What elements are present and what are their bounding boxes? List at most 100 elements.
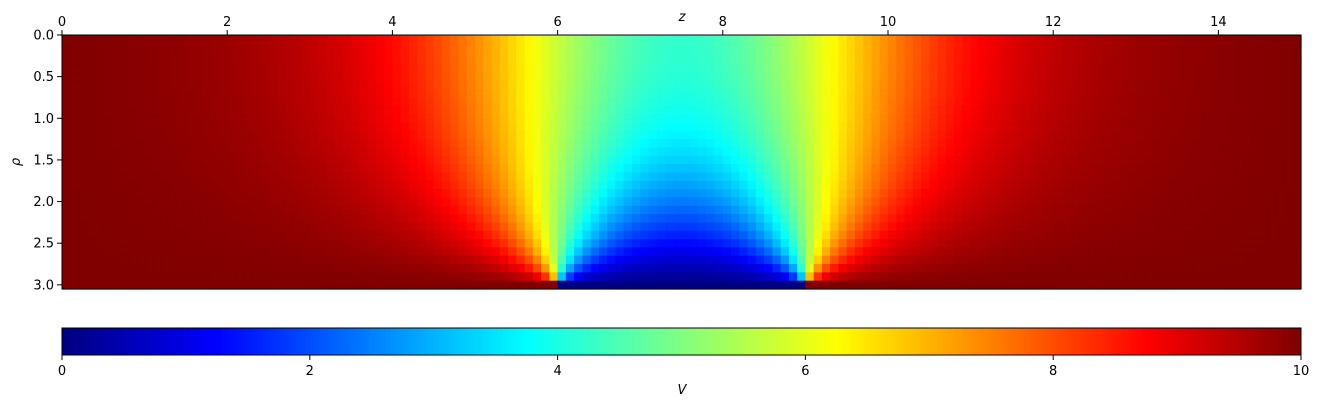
heatmap-cell bbox=[417, 55, 427, 65]
heatmap-cell bbox=[326, 247, 336, 257]
heatmap-cell bbox=[475, 47, 484, 57]
heatmap-cell bbox=[392, 39, 402, 49]
heatmap-cell bbox=[739, 214, 749, 223]
heatmap-cell bbox=[1210, 214, 1219, 223]
heatmap-cell bbox=[86, 239, 96, 248]
heatmap-cell bbox=[549, 230, 559, 240]
heatmap-cell bbox=[904, 47, 914, 57]
heatmap-cell bbox=[921, 272, 930, 282]
heatmap-cell bbox=[1276, 272, 1286, 282]
heatmap-cell bbox=[821, 80, 831, 90]
heatmap-cell bbox=[747, 189, 757, 198]
heatmap-cell bbox=[78, 130, 88, 140]
heatmap-cell bbox=[813, 47, 823, 57]
heatmap-cell bbox=[62, 230, 71, 240]
heatmap-cell bbox=[755, 214, 765, 223]
heatmap-cell bbox=[318, 272, 327, 282]
heatmap-cell bbox=[747, 264, 757, 273]
heatmap-cell bbox=[821, 105, 831, 115]
heatmap-cell bbox=[1210, 147, 1219, 157]
heatmap-cell bbox=[1069, 230, 1079, 240]
heatmap-cell bbox=[714, 97, 724, 107]
heatmap-cell bbox=[780, 39, 790, 49]
heatmap-cell bbox=[689, 239, 699, 248]
heatmap-cell bbox=[673, 147, 683, 157]
heatmap-cell bbox=[615, 130, 625, 140]
heatmap-cell bbox=[664, 147, 674, 157]
heatmap-cell bbox=[1135, 64, 1145, 74]
heatmap-cell bbox=[879, 47, 889, 57]
heatmap-cell bbox=[1276, 72, 1286, 82]
heatmap-cell bbox=[731, 89, 740, 99]
heatmap-cell bbox=[681, 139, 691, 149]
heatmap-cell bbox=[656, 197, 666, 207]
heatmap-cell bbox=[805, 189, 815, 198]
heatmap-cell bbox=[1135, 80, 1145, 90]
heatmap-cell bbox=[441, 130, 451, 140]
heatmap-cell bbox=[1218, 122, 1228, 132]
heatmap-cell bbox=[1251, 164, 1261, 174]
heatmap-cell bbox=[202, 222, 212, 232]
heatmap-cell bbox=[516, 230, 526, 240]
heatmap-cell bbox=[557, 155, 567, 165]
heatmap-cell bbox=[309, 147, 319, 157]
heatmap-cell bbox=[904, 280, 914, 290]
heatmap-cell bbox=[1119, 247, 1129, 257]
heatmap-cell bbox=[177, 172, 187, 182]
heatmap-cell bbox=[301, 247, 311, 257]
heatmap-cell bbox=[937, 97, 947, 107]
heatmap-cell bbox=[631, 255, 641, 265]
heatmap-cell bbox=[987, 64, 996, 74]
heatmap-cell bbox=[631, 189, 641, 198]
heatmap-cell bbox=[70, 197, 80, 207]
heatmap-cell bbox=[86, 197, 96, 207]
heatmap-cell bbox=[392, 247, 402, 257]
heatmap-cell bbox=[945, 172, 955, 182]
heatmap-cell bbox=[1111, 189, 1120, 198]
heatmap-cell bbox=[433, 89, 443, 99]
heatmap-cell bbox=[582, 247, 592, 257]
heatmap-cell bbox=[260, 222, 270, 232]
heatmap-cell bbox=[392, 272, 402, 282]
heatmap-cell bbox=[185, 139, 195, 149]
heatmap-cell bbox=[301, 205, 311, 215]
heatmap-cell bbox=[615, 189, 625, 198]
heatmap-cell bbox=[1044, 155, 1054, 165]
heatmap-cell bbox=[218, 214, 228, 223]
heatmap-cell bbox=[532, 164, 542, 174]
heatmap-cell bbox=[86, 247, 96, 257]
heatmap-cell bbox=[1284, 264, 1294, 273]
heatmap-cell bbox=[987, 35, 996, 40]
heatmap-cell bbox=[648, 205, 658, 215]
heatmap-cell bbox=[788, 214, 798, 223]
heatmap-cell bbox=[227, 97, 237, 107]
heatmap-cell bbox=[631, 197, 641, 207]
heatmap-cell bbox=[417, 139, 427, 149]
heatmap-cell bbox=[1251, 47, 1261, 57]
heatmap-cell bbox=[1218, 205, 1228, 215]
heatmap-cell bbox=[78, 122, 88, 132]
heatmap-cell bbox=[400, 89, 410, 99]
heatmap-cell bbox=[549, 147, 559, 157]
heatmap-cell bbox=[309, 105, 319, 115]
heatmap-cell bbox=[1226, 214, 1236, 223]
heatmap-cell bbox=[590, 280, 600, 290]
heatmap-cell bbox=[1152, 164, 1162, 174]
heatmap-cell bbox=[251, 172, 261, 182]
heatmap-cell bbox=[731, 39, 740, 49]
heatmap-cell bbox=[227, 130, 237, 140]
heatmap-cell bbox=[698, 64, 707, 74]
heatmap-cell bbox=[243, 64, 253, 74]
heatmap-cell bbox=[722, 155, 732, 165]
heatmap-cell bbox=[1111, 264, 1120, 273]
heatmap-cell bbox=[1193, 97, 1203, 107]
heatmap-cell bbox=[458, 230, 468, 240]
heatmap-cell bbox=[235, 35, 245, 40]
heatmap-cell bbox=[1077, 264, 1087, 273]
heatmap-cell bbox=[433, 147, 443, 157]
heatmap-cell bbox=[1168, 147, 1178, 157]
heatmap-cell bbox=[1094, 55, 1104, 65]
heatmap-cell bbox=[1094, 105, 1104, 115]
heatmap-cell bbox=[1144, 272, 1153, 282]
heatmap-cell bbox=[1028, 172, 1038, 182]
